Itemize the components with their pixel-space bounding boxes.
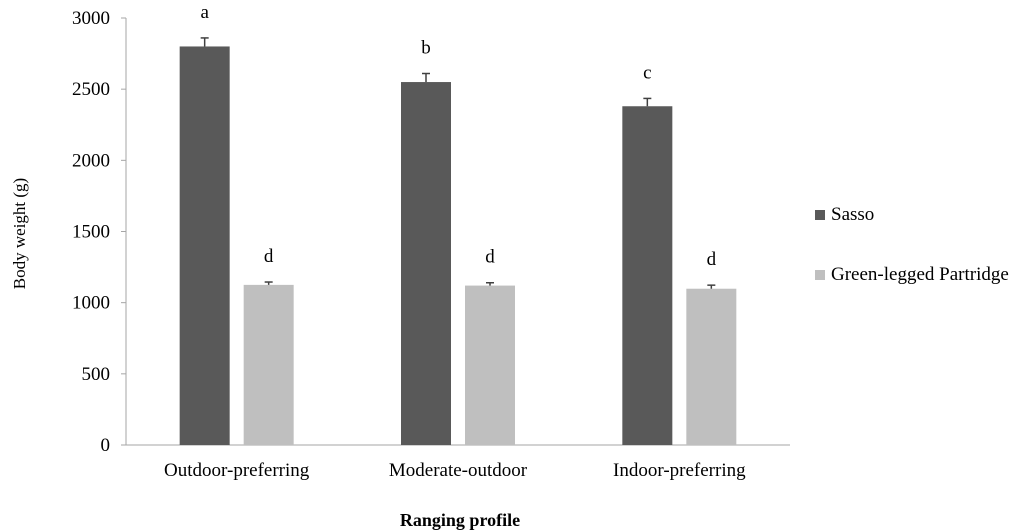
bar bbox=[622, 106, 673, 445]
significance-label: d bbox=[485, 247, 495, 268]
legend-label-green-legged-partridge: Green-legged Partridge bbox=[831, 264, 1009, 285]
bar bbox=[243, 284, 294, 445]
y-tick-label: 2000 bbox=[72, 150, 110, 171]
legend-item-green-legged-partridge: Green-legged Partridge bbox=[815, 263, 1009, 287]
significance-label: c bbox=[643, 62, 651, 83]
x-tick-label: Moderate-outdoor bbox=[389, 460, 528, 481]
y-tick-label: 0 bbox=[101, 435, 111, 456]
significance-label: a bbox=[200, 2, 209, 23]
significance-label: d bbox=[264, 246, 274, 267]
x-tick-label: Indoor-preferring bbox=[613, 460, 746, 481]
significance-label: d bbox=[707, 249, 717, 270]
x-axis-title: Ranging profile bbox=[400, 510, 520, 530]
legend-item-sasso: Sasso bbox=[815, 203, 874, 227]
legend-swatch-sasso bbox=[815, 210, 825, 220]
bar bbox=[686, 288, 737, 445]
y-tick-label: 1000 bbox=[72, 293, 110, 314]
y-tick-label: 2500 bbox=[72, 79, 110, 100]
y-tick-label: 1500 bbox=[72, 222, 110, 243]
legend-label-sasso: Sasso bbox=[831, 204, 875, 225]
y-tick-label: 500 bbox=[82, 364, 111, 385]
x-tick-label: Outdoor-preferring bbox=[164, 460, 310, 481]
significance-label: b bbox=[421, 38, 431, 59]
y-axis-title: Body weight (g) bbox=[10, 178, 29, 289]
bar bbox=[179, 46, 230, 445]
y-tick-label: 3000 bbox=[72, 8, 110, 29]
legend-swatch-green-legged-partridge bbox=[815, 270, 825, 280]
bar bbox=[465, 285, 515, 445]
bar bbox=[401, 82, 451, 446]
